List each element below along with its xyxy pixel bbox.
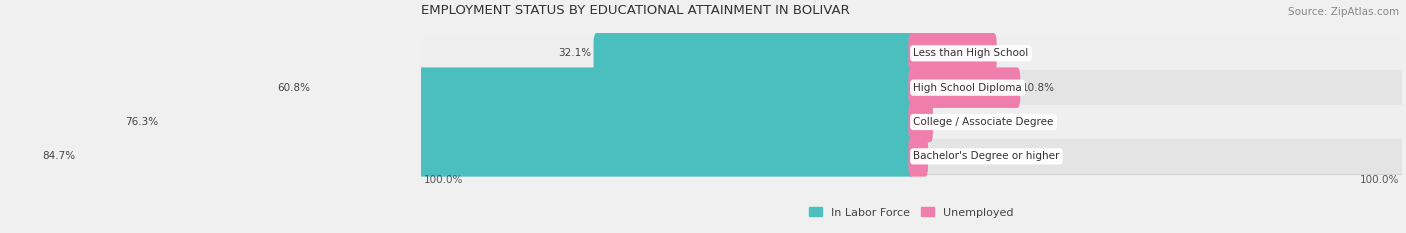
Text: 84.7%: 84.7% xyxy=(42,151,76,161)
Bar xyxy=(420,139,1402,174)
Text: 76.3%: 76.3% xyxy=(125,117,157,127)
Text: 10.8%: 10.8% xyxy=(1022,83,1054,93)
FancyBboxPatch shape xyxy=(908,67,1021,108)
Text: 32.1%: 32.1% xyxy=(558,48,592,58)
Text: Less than High School: Less than High School xyxy=(914,48,1029,58)
Text: 8.4%: 8.4% xyxy=(998,48,1025,58)
FancyBboxPatch shape xyxy=(160,102,914,142)
Text: Bachelor's Degree or higher: Bachelor's Degree or higher xyxy=(914,151,1060,161)
Text: 100.0%: 100.0% xyxy=(1360,175,1399,185)
FancyBboxPatch shape xyxy=(593,33,914,74)
Text: College / Associate Degree: College / Associate Degree xyxy=(914,117,1053,127)
Text: 1.4%: 1.4% xyxy=(929,151,956,161)
Text: 60.8%: 60.8% xyxy=(277,83,309,93)
FancyBboxPatch shape xyxy=(908,102,934,142)
FancyBboxPatch shape xyxy=(312,67,914,108)
Text: EMPLOYMENT STATUS BY EDUCATIONAL ATTAINMENT IN BOLIVAR: EMPLOYMENT STATUS BY EDUCATIONAL ATTAINM… xyxy=(420,4,849,17)
FancyBboxPatch shape xyxy=(77,136,914,177)
Text: High School Diploma: High School Diploma xyxy=(914,83,1022,93)
Bar xyxy=(420,105,1402,139)
Bar xyxy=(420,36,1402,71)
FancyBboxPatch shape xyxy=(908,33,997,74)
Text: 100.0%: 100.0% xyxy=(423,175,463,185)
Text: Source: ZipAtlas.com: Source: ZipAtlas.com xyxy=(1288,7,1399,17)
FancyBboxPatch shape xyxy=(908,136,928,177)
Legend: In Labor Force, Unemployed: In Labor Force, Unemployed xyxy=(804,203,1018,222)
Bar xyxy=(420,71,1402,105)
Text: 1.9%: 1.9% xyxy=(935,117,962,127)
